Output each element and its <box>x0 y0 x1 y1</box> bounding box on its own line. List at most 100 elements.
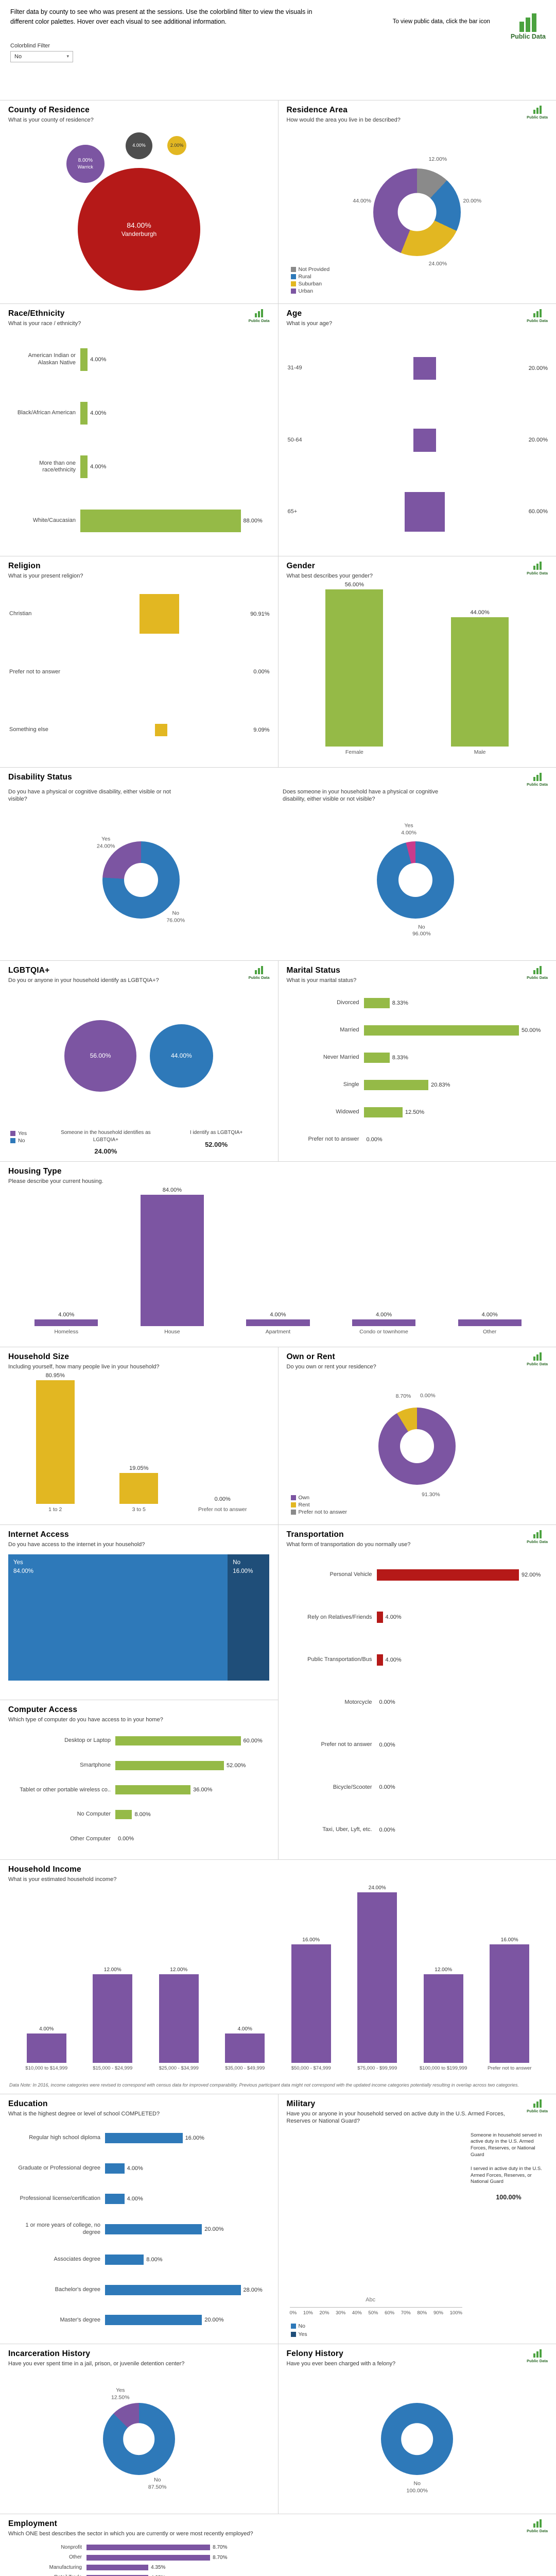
section-race-ethnicity: Race/Ethnicity What is your race / ethni… <box>0 304 278 556</box>
bar[interactable] <box>36 1380 75 1504</box>
circle-mark[interactable]: 56.00% <box>64 1020 136 1092</box>
stacked-segment[interactable]: Yes 84.00% <box>8 1554 228 1681</box>
legend-item[interactable]: Suburban <box>290 281 330 287</box>
category-label: Homeless <box>54 1329 79 1335</box>
bar-column: 16.00% Prefer not to answer <box>477 1885 543 2078</box>
section-housing-type: Housing Type Please describe your curren… <box>0 1162 556 1347</box>
legend-item[interactable]: Own <box>290 1495 348 1501</box>
bar[interactable] <box>34 1319 98 1326</box>
legend-item[interactable]: Yes <box>10 1130 46 1137</box>
legend-item[interactable]: Not Provided <box>290 266 329 273</box>
value-label: 56.00% <box>344 582 364 588</box>
circle-mark[interactable]: 44.00% <box>149 1024 214 1088</box>
mark-row: Prefer not to answer 0.00% <box>8 643 270 701</box>
legend-item[interactable]: Prefer not to answer <box>290 1509 347 1515</box>
bar[interactable] <box>458 1319 522 1326</box>
legend-item[interactable]: Rural <box>290 274 330 280</box>
logo-text: Public Data <box>527 115 548 120</box>
filter-dropdown[interactable]: No ▾ <box>10 50 73 62</box>
bar[interactable] <box>80 401 88 425</box>
bar[interactable] <box>451 617 509 747</box>
bubble[interactable]: 8.00% Warrick <box>66 145 105 183</box>
bar[interactable] <box>423 1974 463 2063</box>
donut-ring[interactable] <box>102 2403 175 2476</box>
bar[interactable] <box>376 1569 519 1581</box>
bar[interactable] <box>80 509 241 532</box>
bar[interactable] <box>105 2193 125 2204</box>
donut-ring[interactable] <box>373 168 461 256</box>
bar[interactable] <box>93 1974 133 2063</box>
donut-ring[interactable] <box>381 2403 454 2476</box>
bar[interactable] <box>246 1319 310 1326</box>
bar-chart-icon <box>533 2349 542 2358</box>
section-internet-access: Internet Access Do you have access to th… <box>0 1525 278 1700</box>
donut-ring[interactable] <box>376 841 454 919</box>
bar-track: 0.00% <box>364 1134 548 1145</box>
bar-column: 56.00% Female <box>292 582 418 762</box>
section-title: Race/Ethnicity <box>8 309 65 318</box>
stacked-segment[interactable]: No 16.00% <box>228 1554 270 1681</box>
bubble[interactable]: 2.00% <box>167 136 187 156</box>
bar[interactable] <box>105 2224 202 2234</box>
bar-row: Public Transportation/Bus 4.00% <box>287 1638 548 1681</box>
square-mark[interactable] <box>413 428 437 452</box>
bar-track: 4.00% <box>80 401 270 425</box>
bar[interactable] <box>105 2315 202 2326</box>
square-mark[interactable] <box>154 723 167 736</box>
bar[interactable] <box>86 2554 211 2561</box>
square-mark[interactable] <box>413 357 437 380</box>
bubble[interactable]: 4.00% <box>126 132 152 159</box>
square-mark[interactable] <box>140 594 179 634</box>
bar[interactable] <box>115 1736 241 1746</box>
donut-ring[interactable] <box>102 841 180 919</box>
legend-item[interactable]: Urban <box>290 288 330 294</box>
bar[interactable] <box>363 1025 519 1036</box>
filter-label: Colorblind Filter <box>10 42 50 49</box>
bar[interactable] <box>363 997 390 1008</box>
value-label: 8.70% <box>213 2554 228 2561</box>
bar[interactable] <box>26 2033 66 2063</box>
bar[interactable] <box>490 1944 530 2063</box>
bar[interactable] <box>363 1079 429 1090</box>
bar[interactable] <box>376 1612 383 1623</box>
bar[interactable] <box>352 1319 416 1326</box>
square-mark[interactable] <box>405 492 445 532</box>
legend-swatch <box>290 2324 296 2329</box>
donut-chart: No 100.00% <box>381 2403 454 2494</box>
bar[interactable] <box>115 1760 224 1770</box>
bar[interactable] <box>363 1107 403 1117</box>
bar[interactable] <box>115 1809 132 1819</box>
legend-item[interactable]: Yes <box>290 2331 548 2337</box>
bubble[interactable]: 84.00% Vanderburgh <box>77 168 201 291</box>
legend-item[interactable]: Rent <box>290 1502 348 1508</box>
legend-item[interactable]: No <box>10 1138 46 1144</box>
bar[interactable] <box>105 2163 125 2174</box>
bar[interactable] <box>105 2284 241 2295</box>
bar[interactable] <box>86 2574 149 2576</box>
bar[interactable] <box>357 1892 397 2063</box>
bar-row: Graduate or Professional degree 4.00% <box>8 2153 270 2183</box>
bar[interactable] <box>291 1944 331 2063</box>
bar[interactable] <box>80 455 88 479</box>
donut-ring[interactable] <box>378 1407 456 1485</box>
intro-text: Filter data by county to see who was pre… <box>10 8 312 26</box>
bar[interactable] <box>119 1473 159 1504</box>
bar[interactable] <box>225 2033 265 2063</box>
slice-label: No 87.50% <box>148 2477 167 2490</box>
bar[interactable] <box>105 2254 144 2265</box>
bar[interactable] <box>80 348 88 371</box>
bar[interactable] <box>363 1052 390 1063</box>
value-label: 9.09% <box>253 726 270 733</box>
bar[interactable] <box>159 1974 199 2063</box>
bar[interactable] <box>86 2545 211 2551</box>
bar[interactable] <box>86 2565 149 2571</box>
legend-item[interactable]: No <box>290 2323 548 2329</box>
bar[interactable] <box>115 1785 191 1795</box>
bar-row: Black/African American 4.00% <box>8 386 270 440</box>
bar[interactable] <box>325 589 384 747</box>
public-data-logo: Public Data <box>527 2519 548 2533</box>
bar-row: Widowed 12.50% <box>287 1098 548 1126</box>
bar[interactable] <box>376 1654 383 1666</box>
bar[interactable] <box>140 1195 204 1326</box>
bar[interactable] <box>105 2132 183 2143</box>
